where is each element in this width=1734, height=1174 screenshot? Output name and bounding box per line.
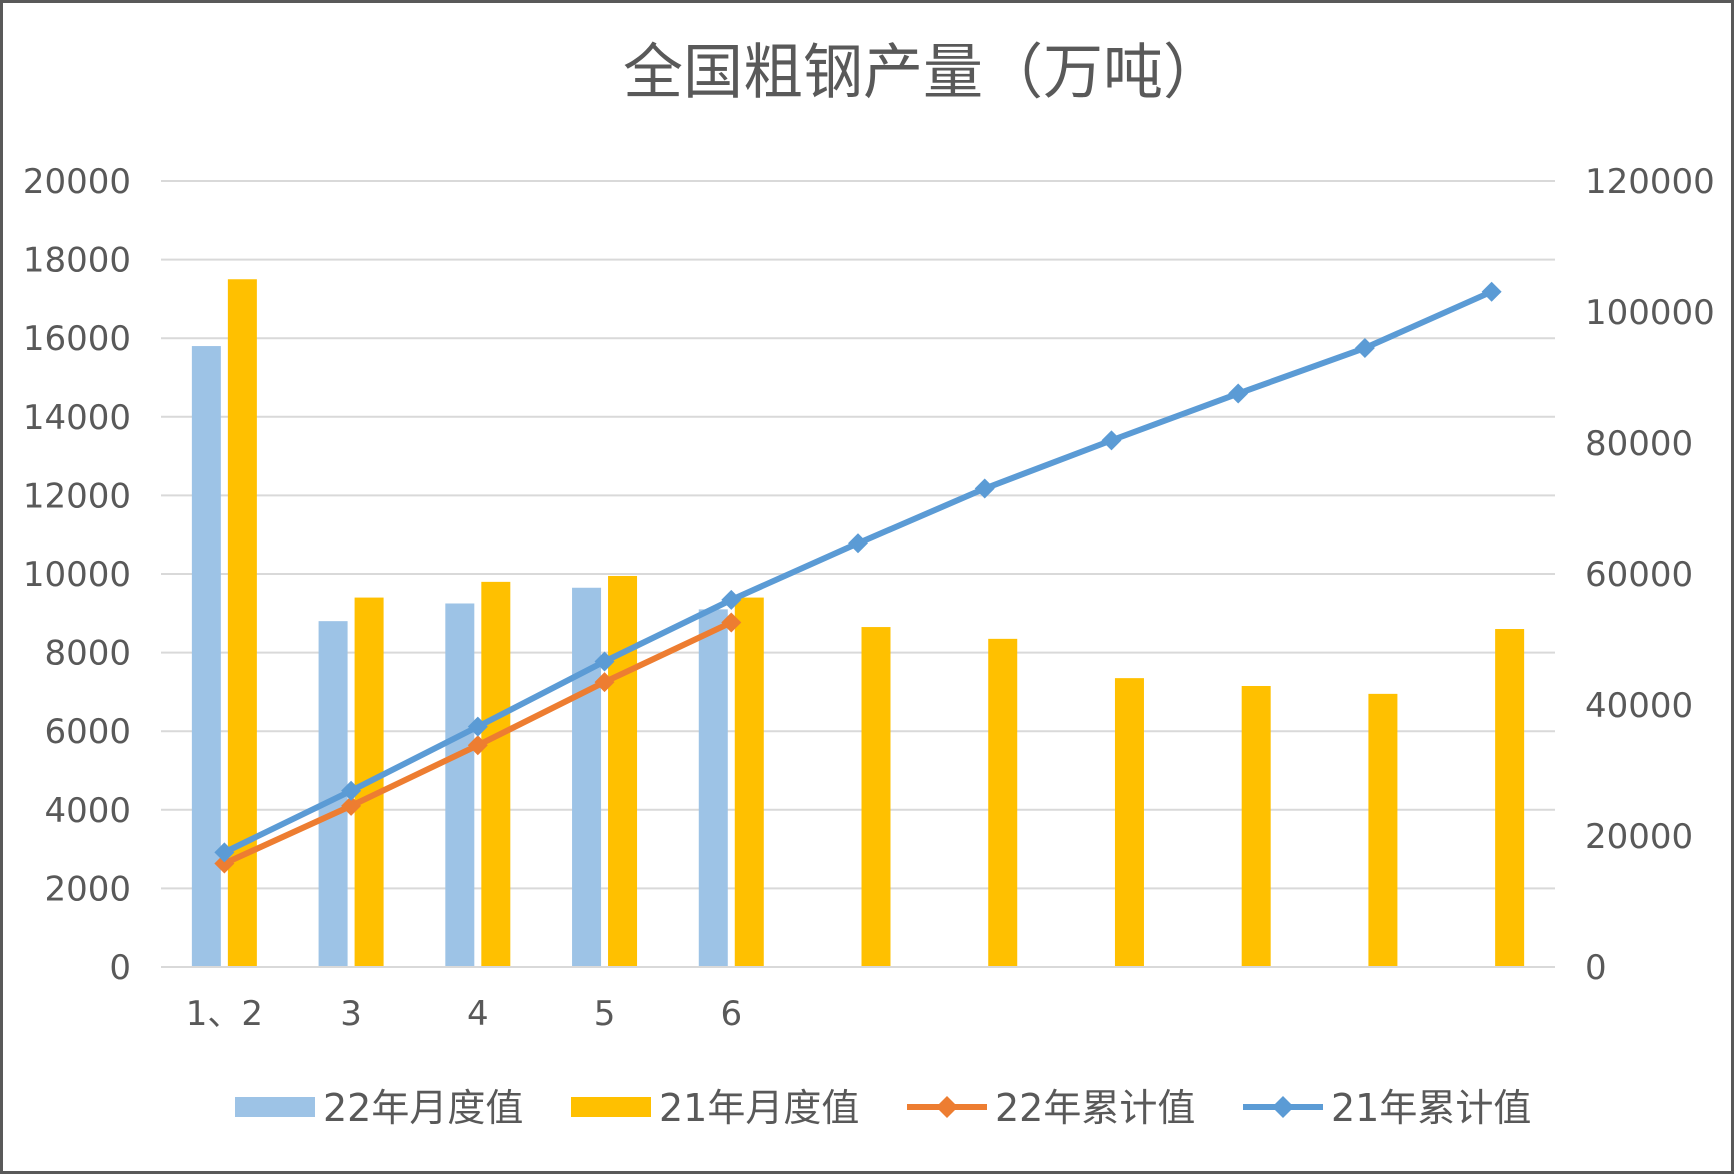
- y-left-tick-label: 16000: [23, 319, 131, 359]
- marker-21-cumulative: [721, 589, 742, 610]
- y-right-tick-label: 20000: [1585, 817, 1693, 857]
- y-left-tick-label: 20000: [23, 162, 131, 202]
- lines: [214, 281, 1502, 874]
- bars: [191, 279, 1525, 967]
- bar-21-monthly: [1368, 693, 1398, 967]
- chart-svg: 全国粗钢产量（万吨） 0 2000 4000 6000 8000 10000 12000 14…: [23, 38, 1715, 1130]
- y-left-tick-label: 8000: [44, 634, 131, 674]
- marker-21-cumulative: [1354, 338, 1375, 359]
- y-right-tick-label: 0: [1585, 948, 1607, 988]
- legend-label-21-monthly: 21年月度值: [659, 1086, 859, 1130]
- bar-22-monthly: [572, 587, 602, 967]
- marker-21-cumulative: [1101, 430, 1122, 451]
- x-tick-label: 6: [720, 994, 742, 1034]
- marker-22-cumulative: [341, 795, 362, 816]
- legend-marker-21-cumulative: [1272, 1096, 1294, 1118]
- bar-21-monthly: [1114, 678, 1144, 967]
- y-left-tick-label: 6000: [44, 712, 131, 752]
- y-right-tick-label: 40000: [1585, 686, 1693, 726]
- bar-22-monthly: [445, 603, 475, 967]
- axes: 0 2000 4000 6000 8000 10000 12000 14000 16000 180…: [23, 162, 1715, 1034]
- y-left-tick-label: 4000: [44, 791, 131, 831]
- legend-label-21-cumulative: 21年累计值: [1331, 1086, 1531, 1130]
- legend-label-22-cumulative: 22年累计值: [995, 1086, 1195, 1130]
- marker-22-cumulative: [721, 612, 742, 633]
- bar-21-monthly: [1241, 686, 1271, 967]
- bar-21-monthly: [608, 575, 638, 967]
- marker-21-cumulative: [1481, 281, 1502, 302]
- x-tick-label: 4: [467, 994, 489, 1034]
- y-left-tick-label: 12000: [23, 476, 131, 516]
- bar-22-monthly: [191, 346, 221, 967]
- marker-22-cumulative: [594, 672, 615, 693]
- y-left-tick-label: 10000: [23, 555, 131, 595]
- chart-title: 全国粗钢产量（万吨）: [623, 38, 1223, 108]
- marker-21-cumulative: [214, 842, 235, 863]
- bar-22-monthly: [698, 609, 728, 967]
- marker-21-cumulative: [974, 478, 995, 499]
- bar-21-monthly: [861, 627, 891, 967]
- x-tick-label: 5: [594, 994, 616, 1034]
- marker-21-cumulative: [1228, 383, 1249, 404]
- marker-21-cumulative: [341, 780, 362, 801]
- legend: 22年月度值 21年月度值 22年累计值 21年累计值: [235, 1086, 1531, 1130]
- marker-21-cumulative: [594, 651, 615, 672]
- marker-21-cumulative: [848, 533, 868, 554]
- y-left-tick-label: 2000: [44, 869, 131, 909]
- y-right-tick-label: 60000: [1585, 555, 1693, 595]
- y-left-tick-label: 14000: [23, 398, 131, 438]
- y-left-tick-label: 0: [109, 948, 131, 988]
- legend-swatch-21-monthly: [571, 1097, 651, 1117]
- y-right-tick-label: 80000: [1585, 424, 1693, 464]
- legend-label-22-monthly: 22年月度值: [323, 1086, 523, 1130]
- bar-21-monthly: [481, 581, 511, 967]
- y-left-tick-label: 18000: [23, 241, 131, 281]
- bar-21-monthly: [1495, 629, 1525, 967]
- bar-21-monthly: [988, 638, 1018, 967]
- x-tick-label: 3: [340, 994, 362, 1034]
- grid-lines: [161, 180, 1555, 968]
- y-right-tick-label: 120000: [1585, 162, 1715, 202]
- marker-21-cumulative: [467, 716, 488, 737]
- marker-22-cumulative: [214, 853, 235, 874]
- line-21-cumulative: [223, 288, 1493, 856]
- bar-21-monthly: [734, 597, 764, 967]
- marker-22-cumulative: [467, 735, 488, 756]
- legend-swatch-22-monthly: [235, 1097, 315, 1117]
- y-right-tick-label: 100000: [1585, 293, 1715, 333]
- legend-marker-22-cumulative: [936, 1096, 958, 1118]
- x-tick-label: 1、2: [186, 994, 263, 1034]
